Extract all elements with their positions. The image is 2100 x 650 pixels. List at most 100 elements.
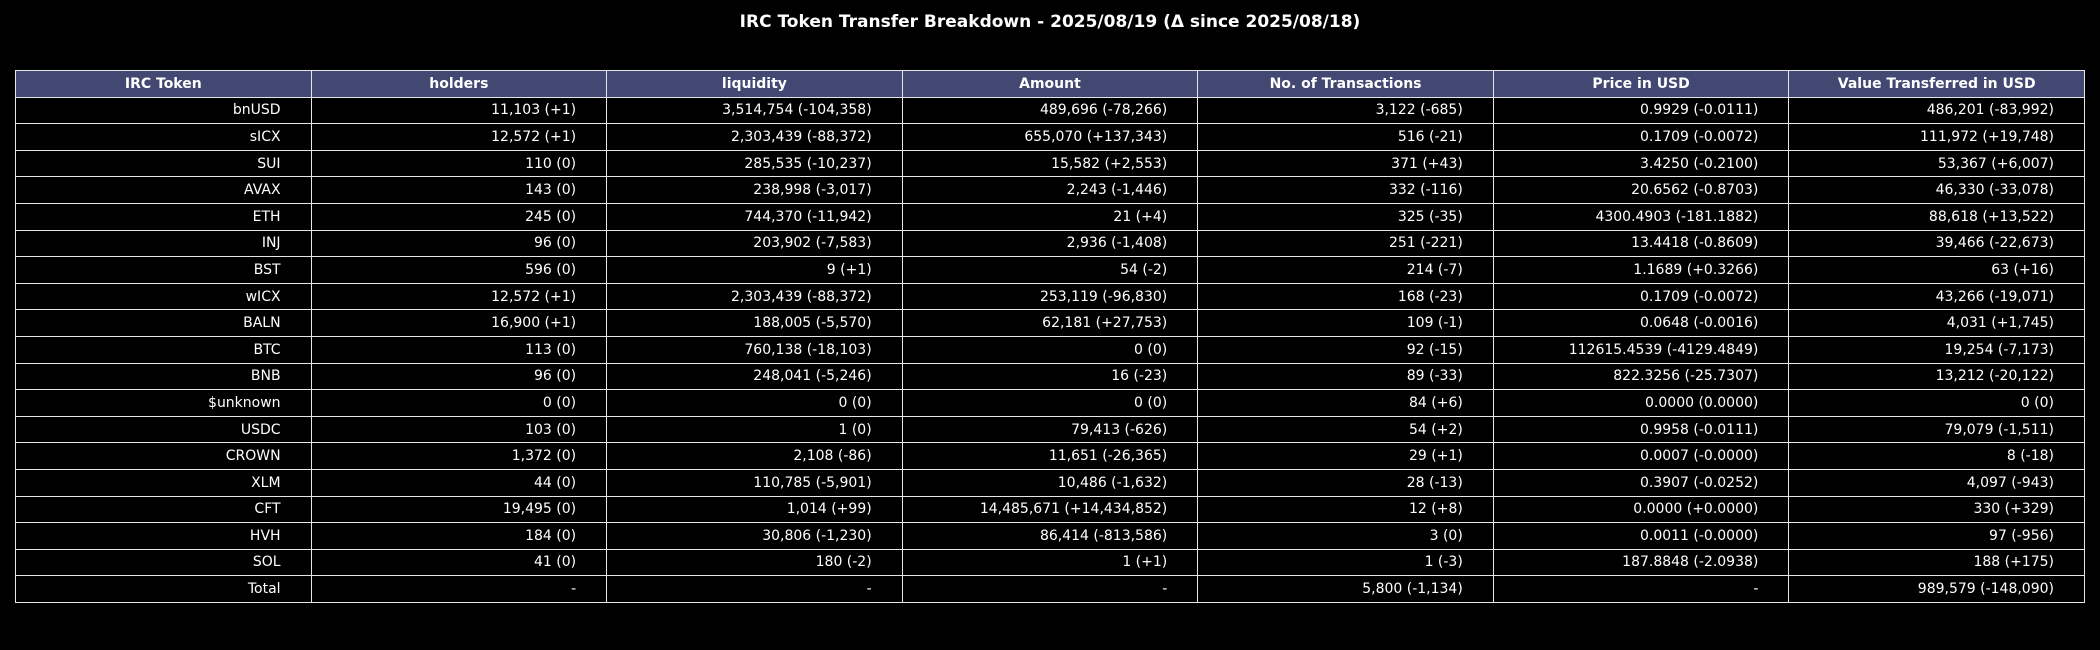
table-cell: 180 (-2) [606, 548, 903, 577]
table-cell: 8 (-18) [1788, 442, 2085, 470]
table-cell: 12,572 (+1) [310, 282, 608, 311]
table-row: USDC 103 (0) 1 (0) 79,413 (-626) 54 (+2) 0.99… [15, 415, 2085, 444]
table-cell: 214 (-7) [1197, 256, 1494, 284]
table-cell: 54 (-2) [901, 256, 1199, 284]
table-cell: 2,303,439 (-88,372) [606, 282, 903, 311]
table-cell: 486,201 (-83,992) [1788, 96, 2085, 125]
table-cell: 79,079 (-1,511) [1788, 415, 2085, 444]
table-cell: 1 (+1) [901, 548, 1199, 577]
table-cell: 1 (0) [606, 415, 903, 444]
token-name-cell: XLM [15, 468, 312, 497]
table-cell: 112615.4539 (-4129.4849) [1492, 335, 1790, 364]
table-row: INJ 96 (0) 203,902 (-7,583) 2,936 (-1,408) 2… [15, 229, 2085, 258]
table-cell: 3.4250 (-0.2100) [1492, 149, 1790, 178]
table-cell: 11,651 (-26,365) [901, 442, 1199, 470]
table-cell: 54 (+2) [1197, 415, 1494, 444]
table-cell: 596 (0) [310, 256, 608, 284]
token-name-cell: Total [15, 575, 312, 603]
table-cell: 41 (0) [310, 548, 608, 577]
table-cell: 96 (0) [310, 362, 608, 391]
table-cell: 19,495 (0) [310, 495, 608, 524]
table-cell: 188 (+175) [1788, 548, 2085, 577]
table-body: bnUSD 11,103 (+1) 3,514,754 (-104,358) 489,… [15, 96, 2085, 603]
table-cell: 0.0648 (-0.0016) [1492, 309, 1790, 337]
table-cell: 110,785 (-5,901) [606, 468, 903, 497]
table-cell: 4300.4903 (-181.1882) [1492, 202, 1790, 231]
table-cell: 2,108 (-86) [606, 442, 903, 470]
table-cell: 184 (0) [310, 522, 608, 550]
token-name-cell: sICX [15, 123, 312, 151]
table-row: $unknown 0 (0) 0 (0) 0 (0) 84 (+6) 0.0000 (0.… [15, 389, 2085, 417]
table-cell: 28 (-13) [1197, 468, 1494, 497]
table-cell: 285,535 (-10,237) [606, 149, 903, 178]
token-name-cell: BALN [15, 309, 312, 337]
token-name-cell: CFT [15, 495, 312, 524]
table-cell: 143 (0) [310, 176, 608, 204]
token-transfer-table: IRC Token holders liquidity Amount No. o… [15, 70, 2085, 603]
table-cell: 29 (+1) [1197, 442, 1494, 470]
table-cell: 251 (-221) [1197, 229, 1494, 258]
table-cell: 92 (-15) [1197, 335, 1494, 364]
table-cell: 1,014 (+99) [606, 495, 903, 524]
table-cell: 0 (0) [1788, 389, 2085, 417]
table-cell: 0.0000 (+0.0000) [1492, 495, 1790, 524]
token-name-cell: USDC [15, 415, 312, 444]
table-row: BST 596 (0) 9 (+1) 54 (-2) 214 (-7) 1.1689 (+… [15, 256, 2085, 284]
table-cell: 9 (+1) [606, 256, 903, 284]
table-cell: 0 (0) [310, 389, 608, 417]
table-cell: - [606, 575, 903, 603]
token-name-cell: INJ [15, 229, 312, 258]
table-cell: - [1492, 575, 1790, 603]
table-cell: 655,070 (+137,343) [901, 123, 1199, 151]
table-row: bnUSD 11,103 (+1) 3,514,754 (-104,358) 489,… [15, 96, 2085, 125]
token-name-cell: BST [15, 256, 312, 284]
table-cell: 0 (0) [606, 389, 903, 417]
column-header: Amount [901, 70, 1199, 98]
column-header: Value Transferred in USD [1788, 70, 2085, 98]
page-title: IRC Token Transfer Breakdown - 2025/08/1… [739, 12, 1361, 32]
table-cell: 97 (-956) [1788, 522, 2085, 550]
table-row: ETH 245 (0) 744,370 (-11,942) 21 (+4) 325 (-… [15, 202, 2085, 231]
table-cell: 84 (+6) [1197, 389, 1494, 417]
table-cell: 3,122 (-685) [1197, 96, 1494, 125]
table-cell: 11,103 (+1) [310, 96, 608, 125]
token-name-cell: wICX [15, 282, 312, 311]
table-header-row: IRC Token holders liquidity Amount No. o… [15, 70, 2085, 98]
table-cell: 43,266 (-19,071) [1788, 282, 2085, 311]
table-cell: 1 (-3) [1197, 548, 1494, 577]
table-cell: 39,466 (-22,673) [1788, 229, 2085, 258]
table-cell: 4,097 (-943) [1788, 468, 2085, 497]
table-cell: 0.0011 (-0.0000) [1492, 522, 1790, 550]
table-cell: 0.0000 (0.0000) [1492, 389, 1790, 417]
total-row: Total - - -5,800 (-1,134) -989,579 (-148,090… [15, 575, 2085, 603]
table-cell: 30,806 (-1,230) [606, 522, 903, 550]
token-name-cell: BTC [15, 335, 312, 364]
table-cell: 12,572 (+1) [310, 123, 608, 151]
table-cell: 3 (0) [1197, 522, 1494, 550]
table-row: wICX 12,572 (+1) 2,303,439 (-88,372) 253,11… [15, 282, 2085, 311]
table-cell: 13.4418 (-0.8609) [1492, 229, 1790, 258]
table-row: XLM 44 (0) 110,785 (-5,901) 10,486 (-1,632)… [15, 468, 2085, 497]
table-row: HVH 184 (0) 30,806 (-1,230) 86,414 (-813,58… [15, 522, 2085, 550]
token-name-cell: HVH [15, 522, 312, 550]
table-cell: 4,031 (+1,745) [1788, 309, 2085, 337]
table-cell: 1,372 (0) [310, 442, 608, 470]
table-cell: 16,900 (+1) [310, 309, 608, 337]
table-cell: - [901, 575, 1199, 603]
table-cell: 44 (0) [310, 468, 608, 497]
token-name-cell: BNB [15, 362, 312, 391]
table-cell: 822.3256 (-25.7307) [1492, 362, 1790, 391]
table-cell: 89 (-33) [1197, 362, 1494, 391]
table-cell: 113 (0) [310, 335, 608, 364]
table-row: SUI 110 (0) 285,535 (-10,237) 15,582 (+2,55… [15, 149, 2085, 178]
table-cell: 203,902 (-7,583) [606, 229, 903, 258]
table-row: sICX 12,572 (+1) 2,303,439 (-88,372) 655,07… [15, 123, 2085, 151]
table-cell: 330 (+329) [1788, 495, 2085, 524]
table-cell: 53,367 (+6,007) [1788, 149, 2085, 178]
table-cell: 63 (+16) [1788, 256, 2085, 284]
column-header: IRC Token [15, 70, 312, 98]
table-cell: 103 (0) [310, 415, 608, 444]
table-cell: 238,998 (-3,017) [606, 176, 903, 204]
token-name-cell: CROWN [15, 442, 312, 470]
table-cell: 46,330 (-33,078) [1788, 176, 2085, 204]
